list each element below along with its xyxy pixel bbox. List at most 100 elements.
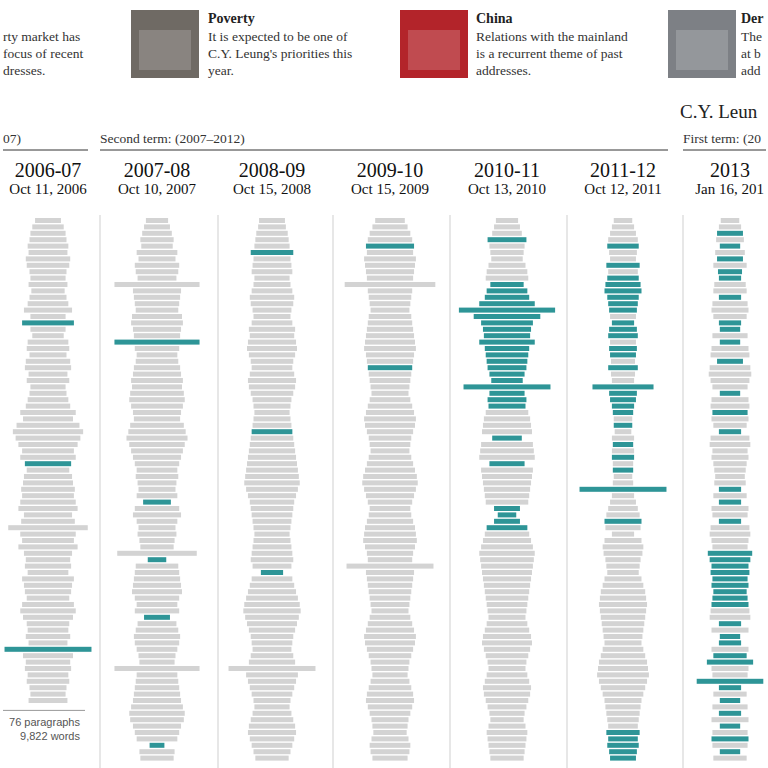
- paragraph-bar: [598, 666, 648, 671]
- paragraph-bar: [144, 224, 170, 229]
- paragraph-bar: [368, 704, 412, 709]
- paragraph-bar-highlight: [719, 320, 741, 325]
- paragraph-bars: [5, 218, 92, 703]
- paragraph-bar-highlight: [609, 391, 637, 396]
- paragraph-bar: [27, 346, 70, 351]
- paragraph-bar: [713, 263, 746, 268]
- paragraph-bar: [30, 692, 65, 697]
- column-rule: [683, 215, 684, 768]
- paragraph-bar: [28, 628, 69, 633]
- paragraph-bar: [134, 576, 180, 581]
- paragraph-bar-highlight: [610, 397, 636, 402]
- paragraph-bar: [20, 500, 76, 505]
- paragraph-bar: [25, 589, 71, 594]
- paragraph-bar-highlight: [718, 269, 742, 274]
- paragraph-bar: [481, 442, 533, 447]
- paragraph-bar: [603, 544, 644, 549]
- paragraph-bar: [608, 237, 638, 242]
- paragraph-bar-highlight: [608, 736, 638, 741]
- column-date: Oct 10, 2007: [118, 181, 196, 197]
- paragraph-bar-highlight: [489, 404, 526, 409]
- paragraph-bar: [28, 301, 69, 306]
- paragraph-bar: [135, 570, 179, 575]
- paragraph-bar: [489, 244, 524, 249]
- paragraph-bar: [710, 532, 751, 537]
- paragraph-bar: [133, 512, 181, 517]
- paragraph-bar: [367, 692, 413, 697]
- paragraph-bar: [713, 461, 746, 466]
- paragraph-bar: [479, 551, 535, 556]
- paragraph-bar: [369, 589, 412, 594]
- paragraph-bar: [479, 455, 535, 460]
- column-title: 2009-10: [357, 159, 424, 181]
- paragraph-bar: [369, 436, 412, 441]
- paragraph-bar: [599, 679, 647, 684]
- paragraph-bar: [715, 250, 745, 255]
- paragraph-bar: [252, 288, 293, 293]
- paragraph-bar: [365, 423, 415, 428]
- paragraph-bars: [697, 218, 764, 761]
- paragraph-bar: [486, 698, 529, 703]
- paragraph-bar: [481, 544, 533, 549]
- paragraph-bar: [24, 583, 72, 588]
- paragraph-bar-highlight: [612, 455, 634, 460]
- paragraph-bar: [614, 218, 633, 223]
- paragraph-bar: [30, 685, 67, 690]
- paragraph-bar: [253, 711, 292, 716]
- paragraph-bar: [253, 423, 292, 428]
- paragraph-bar: [24, 308, 72, 313]
- paragraph-bar: [715, 474, 745, 479]
- paragraph-bar: [366, 628, 414, 633]
- paragraph-bar: [712, 704, 747, 709]
- paragraph-bar: [482, 570, 532, 575]
- paragraph-bar: [133, 288, 181, 293]
- paragraph-bar: [712, 647, 749, 652]
- paragraph-bar: [254, 244, 289, 249]
- column-title: 2013: [710, 159, 750, 181]
- paragraph-bar: [713, 423, 746, 428]
- paragraph-bar: [488, 736, 527, 741]
- paragraph-bar: [368, 557, 412, 562]
- paragraph-bar: [605, 640, 642, 645]
- paragraph-bar: [375, 218, 405, 223]
- paragraph-bar: [249, 384, 295, 389]
- paragraph-bar: [25, 365, 71, 370]
- paragraph-bar: [364, 346, 416, 351]
- paragraph-bar: [132, 589, 182, 594]
- paragraph-bar: [245, 615, 299, 620]
- paragraph-bar: [31, 288, 64, 293]
- paragraph-bar: [713, 692, 746, 697]
- paragraph-bar-highlight: [144, 615, 170, 620]
- paragraph-bar: [247, 346, 297, 351]
- paragraph-bar: [605, 576, 642, 581]
- paragraph-bar: [129, 397, 185, 402]
- paragraph-bar: [254, 704, 289, 709]
- paragraph-bar: [611, 359, 635, 364]
- paragraph-bar: [129, 711, 185, 716]
- paragraph-bar: [610, 500, 636, 505]
- paragraph-bar: [136, 628, 179, 633]
- paragraph-bar-highlight: [717, 359, 743, 364]
- paragraph-bar: [135, 461, 179, 466]
- paragraph-bar: [137, 647, 178, 652]
- paragraph-bar: [248, 455, 296, 460]
- paragraph-bar: [601, 653, 645, 658]
- paragraph-bar: [134, 295, 180, 300]
- paragraph-bar: [599, 602, 647, 607]
- paragraph-bar: [610, 231, 636, 236]
- paragraph-bar: [20, 410, 76, 415]
- paragraph-bar-highlight: [613, 442, 633, 447]
- paragraph-bar: [366, 269, 414, 274]
- paragraph-bar-highlight: [488, 397, 527, 402]
- paragraph-bar-highlight: [710, 557, 751, 562]
- paragraph-bar-highlight: [252, 429, 293, 434]
- paragraph-bar: [612, 224, 634, 229]
- paragraph-bar: [137, 602, 178, 607]
- paragraph-bar: [364, 487, 416, 492]
- paragraph-bar: [481, 564, 533, 569]
- paragraph-bar: [30, 391, 67, 396]
- paragraph-bar: [370, 301, 411, 306]
- paragraph-bar: [26, 256, 70, 261]
- paragraph-bar: [247, 461, 297, 466]
- paragraph-bar: [30, 314, 65, 319]
